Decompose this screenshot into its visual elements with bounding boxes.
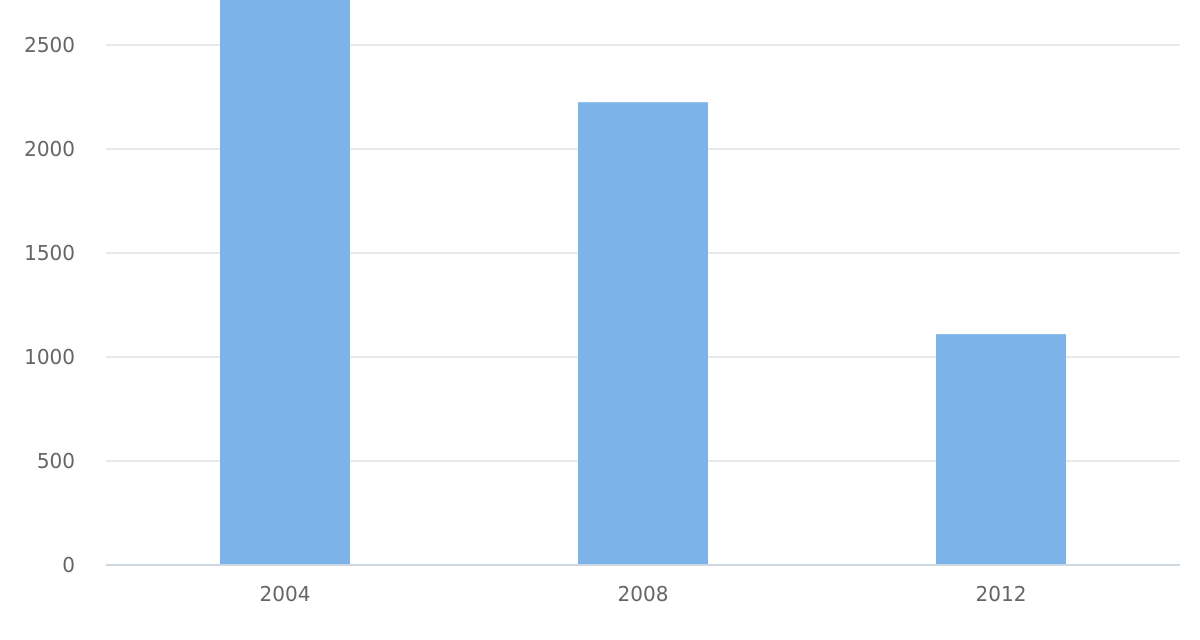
x-tick-label: 2008 bbox=[618, 582, 669, 606]
y-tick-label: 500 bbox=[37, 449, 75, 473]
y-tick-label: 0 bbox=[62, 553, 75, 577]
y-axis-tick-labels: 0 500 1000 1500 2000 2500 bbox=[24, 33, 75, 577]
y-tick-label: 1000 bbox=[24, 345, 75, 369]
x-tick-label: 2012 bbox=[976, 582, 1027, 606]
y-tick-label: 1500 bbox=[24, 241, 75, 265]
y-tick-label: 2500 bbox=[24, 33, 75, 57]
bar-2004 bbox=[220, 0, 350, 565]
x-axis-tick-labels: 2004 2008 2012 bbox=[260, 582, 1027, 606]
bar-2012 bbox=[936, 334, 1066, 565]
x-tick-label: 2004 bbox=[260, 582, 311, 606]
y-tick-label: 2000 bbox=[24, 137, 75, 161]
bars bbox=[220, 0, 1066, 565]
bar-2008 bbox=[578, 102, 708, 565]
